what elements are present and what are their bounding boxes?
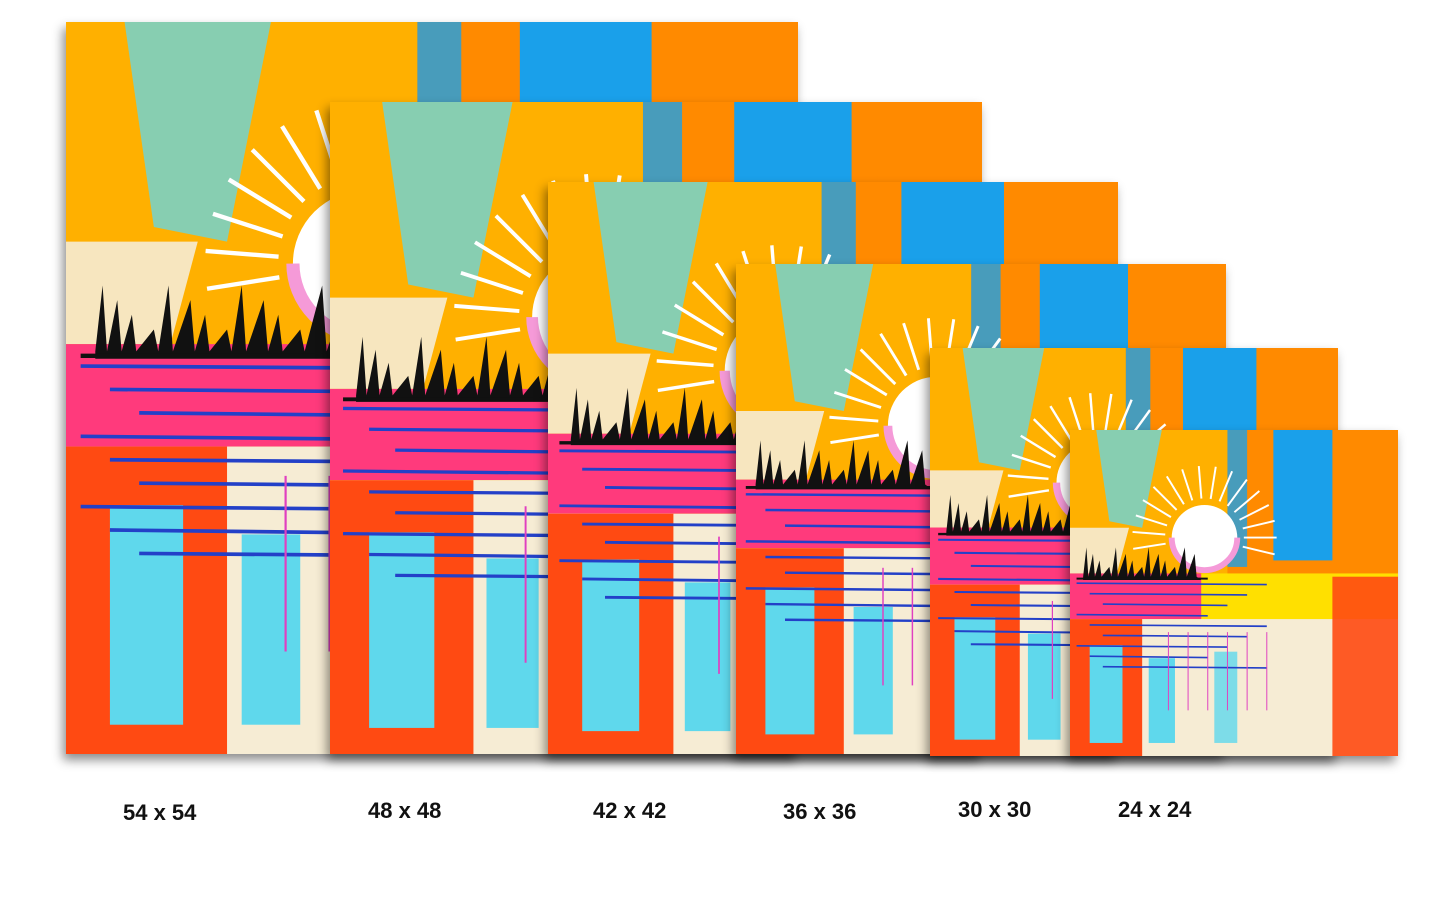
canvas-preview-24 <box>1070 430 1398 756</box>
size-label-30: 30 x 30 <box>958 797 1032 822</box>
size-label-54: 54 x 54 <box>123 800 197 825</box>
size-label-24: 24 x 24 <box>1118 797 1192 822</box>
artwork-image <box>1070 430 1398 756</box>
size-label-36: 36 x 36 <box>783 799 857 824</box>
size-label-48: 48 x 48 <box>368 798 442 823</box>
size-label-42: 42 x 42 <box>593 798 667 823</box>
